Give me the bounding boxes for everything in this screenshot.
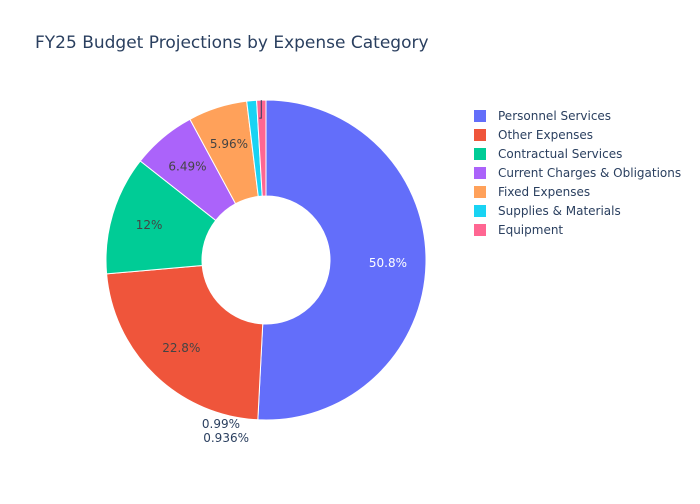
legend-item-other-expenses[interactable]: Other Expenses bbox=[470, 125, 690, 144]
legend-item-fixed-expenses[interactable]: Fixed Expenses bbox=[470, 182, 690, 201]
chart-title: FY25 Budget Projections by Expense Categ… bbox=[35, 33, 429, 53]
legend-label: Equipment bbox=[498, 222, 564, 237]
legend-label: Other Expenses bbox=[498, 127, 594, 142]
legend-item-contractual-services[interactable]: Contractual Services bbox=[470, 144, 690, 163]
legend: Personnel Services Other Expenses Contract… bbox=[470, 106, 690, 239]
legend-swatch bbox=[474, 204, 486, 217]
legend-swatch bbox=[474, 166, 486, 179]
legend-item-current-charges-and-obligations[interactable]: Current Charges & Obligations bbox=[470, 163, 690, 182]
legend-label: Current Charges & Obligations bbox=[498, 165, 682, 180]
legend-item-supplies-and-materials[interactable]: Supplies & Materials bbox=[470, 201, 690, 220]
slice-label-other-expenses: 22.8% bbox=[162, 341, 200, 355]
slice-label-personnel-services: 50.8% bbox=[369, 256, 407, 270]
legend-label: Personnel Services bbox=[498, 108, 612, 123]
legend-label: Contractual Services bbox=[498, 146, 623, 161]
slice-label-contractual-services: 12% bbox=[136, 218, 163, 232]
legend-label: Supplies & Materials bbox=[498, 203, 621, 218]
legend-swatch bbox=[474, 223, 486, 236]
legend-label: Fixed Expenses bbox=[498, 184, 591, 199]
legend-item-equipment[interactable]: Equipment bbox=[470, 220, 690, 239]
slice-label-equipment: 0.936% bbox=[203, 431, 249, 445]
slice-personnel-services[interactable] bbox=[257, 99, 427, 421]
legend-swatch bbox=[474, 147, 486, 160]
label-connector-equipment bbox=[259, 100, 262, 119]
legend-swatch bbox=[474, 185, 486, 198]
legend-item-personnel-services[interactable]: Personnel Services bbox=[470, 106, 690, 125]
slice-label-supplies-and-materials: 0.99% bbox=[202, 417, 240, 431]
slice-equipment[interactable] bbox=[256, 99, 267, 197]
legend-swatch bbox=[474, 128, 486, 141]
slice-other-expenses[interactable] bbox=[106, 265, 264, 421]
legend-swatch bbox=[474, 109, 486, 122]
slice-label-fixed-expenses: 5.96% bbox=[210, 137, 248, 151]
slice-label-current-charges-and-obligations: 6.49% bbox=[168, 160, 206, 174]
